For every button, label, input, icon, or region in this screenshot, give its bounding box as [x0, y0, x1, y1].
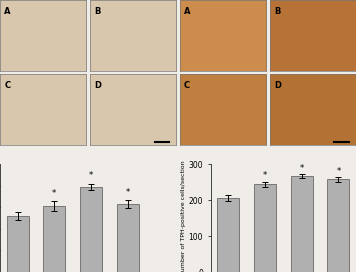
Bar [80, 187, 102, 272]
Text: A: A [4, 7, 11, 16]
Text: B: B [274, 7, 280, 16]
Bar [7, 216, 28, 272]
Text: *: * [52, 189, 57, 198]
Text: C: C [184, 81, 190, 90]
Text: C: C [4, 81, 10, 90]
Text: *: * [126, 188, 130, 197]
Text: A: A [184, 7, 190, 16]
Bar [254, 184, 276, 272]
Text: *: * [89, 171, 93, 181]
Text: B: B [94, 7, 100, 16]
Bar [217, 198, 239, 272]
Text: D: D [94, 81, 101, 90]
Y-axis label: Number of TPH-positive cells/section: Number of TPH-positive cells/section [180, 160, 185, 272]
Bar [328, 180, 349, 272]
Text: *: * [336, 167, 340, 176]
Bar [117, 204, 139, 272]
Bar [43, 206, 65, 272]
Bar [291, 176, 313, 272]
Text: D: D [274, 81, 281, 90]
Text: *: * [263, 171, 267, 180]
Text: *: * [299, 163, 304, 173]
